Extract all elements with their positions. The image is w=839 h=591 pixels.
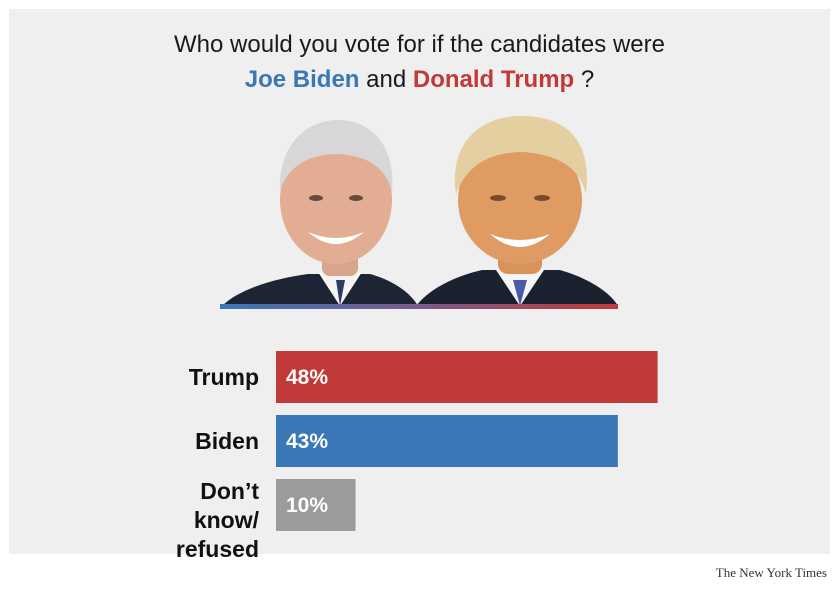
title-line-1: Who would you vote for if the candidates… bbox=[174, 31, 665, 58]
bar-value-label-3: 10% bbox=[286, 494, 328, 517]
title-line-2: Joe Biden and Donald Trump ? bbox=[0, 62, 839, 97]
trump-portrait bbox=[416, 115, 618, 306]
portrait-baseline bbox=[220, 304, 618, 309]
biden-name-label: Joe Biden bbox=[244, 66, 360, 93]
candidate-portraits bbox=[220, 115, 618, 309]
trump-name-label: Donald Trump bbox=[412, 66, 575, 93]
category-label-2: Biden bbox=[195, 428, 259, 454]
source-credit: The New York Times bbox=[715, 565, 827, 580]
bar-3 bbox=[276, 479, 356, 531]
category-label-1: Trump bbox=[189, 364, 259, 390]
question-mark: ? bbox=[580, 66, 595, 93]
bar-value-label-1: 48% bbox=[286, 366, 328, 389]
category-label-3: Don’t know/refused bbox=[176, 478, 260, 562]
biden-portrait bbox=[222, 120, 418, 306]
bar-2 bbox=[276, 415, 618, 467]
connector-text: and bbox=[366, 66, 407, 93]
bar-1 bbox=[276, 351, 658, 403]
bar-value-label-2: 43% bbox=[286, 430, 328, 453]
chart-title: Who would you vote for if the candidates… bbox=[0, 27, 839, 97]
